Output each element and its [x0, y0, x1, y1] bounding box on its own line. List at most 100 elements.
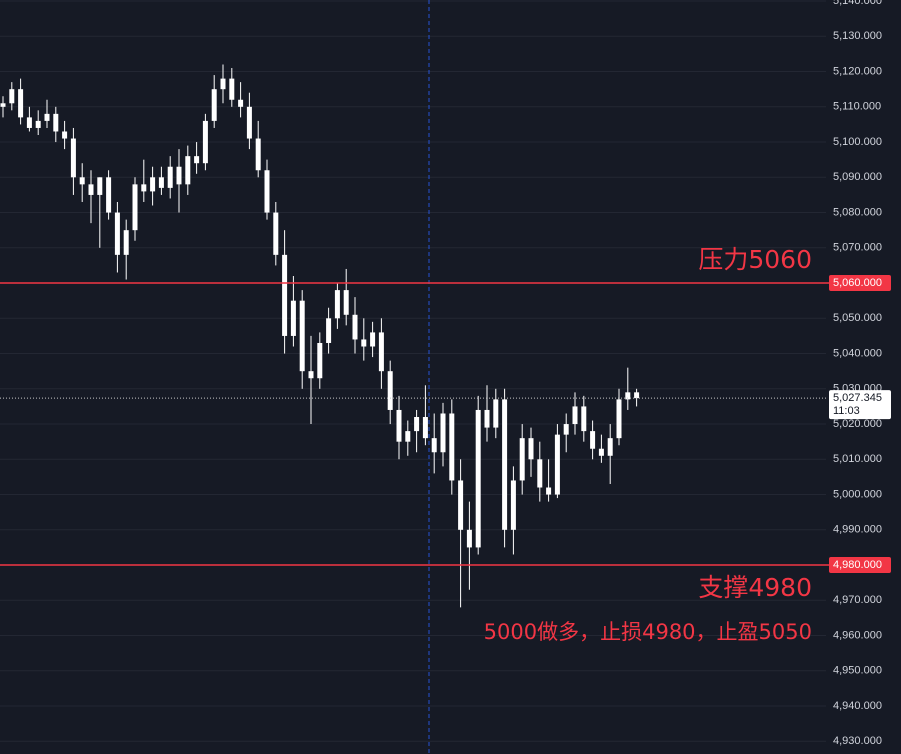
candle-body: [211, 89, 217, 121]
candle-body: [97, 177, 103, 195]
candle-body: [510, 480, 516, 530]
candle-body: [229, 78, 235, 100]
candle-body: [466, 529, 472, 548]
candle-body: [35, 120, 41, 128]
candle-body: [220, 78, 226, 90]
level-price-label: 5,060.000: [833, 277, 882, 289]
last-price-time: 11:03: [833, 405, 860, 417]
y-tick-label: 5,110.000: [833, 101, 881, 113]
candle-body: [141, 184, 147, 192]
candle-body: [414, 417, 420, 432]
candle-body: [176, 166, 182, 185]
candle-body: [264, 170, 270, 213]
y-tick-label: 4,990.000: [833, 524, 882, 536]
candle-body: [502, 399, 508, 530]
candle-body: [361, 339, 367, 347]
y-tick-label: 5,120.000: [833, 65, 882, 77]
candle-body: [150, 177, 156, 192]
level-box: [829, 557, 891, 574]
candle-body: [158, 177, 164, 188]
candle-body: [308, 371, 314, 379]
last-price-box: [829, 390, 891, 420]
candle-body: [484, 409, 490, 428]
candle-body: [255, 138, 261, 171]
y-tick-label: 5,000.000: [833, 488, 882, 500]
candle-body: [563, 424, 569, 435]
y-tick-label: 5,140.000: [833, 0, 882, 7]
last-price-label: 5,027.345: [833, 392, 882, 404]
candle-body: [572, 406, 578, 425]
candles: [0, 64, 640, 608]
candle-body: [537, 459, 543, 488]
y-tick-label: 5,020.000: [833, 418, 882, 430]
candle-body: [317, 342, 323, 379]
level-note: 支撑4980: [698, 573, 812, 602]
candle-body: [9, 89, 15, 104]
candle-body: [616, 399, 622, 439]
candle-body: [475, 409, 481, 548]
candle-body: [449, 413, 455, 481]
candle-body: [62, 131, 68, 139]
candle-body: [106, 177, 112, 213]
y-tick-label: 4,950.000: [833, 665, 882, 677]
candle-body: [581, 406, 587, 432]
candle-body: [431, 438, 437, 453]
candle-body: [352, 314, 358, 340]
candle-body: [70, 138, 76, 178]
candle-body: [546, 487, 552, 495]
candle-body: [554, 434, 560, 495]
candle-body: [378, 332, 384, 372]
candle-body: [185, 156, 191, 185]
candle-body: [114, 212, 120, 255]
candle-body: [493, 399, 499, 428]
candle-body: [290, 300, 296, 336]
candle-body: [405, 431, 411, 442]
candle-body: [194, 156, 200, 164]
candle-body: [167, 166, 173, 188]
y-tick-label: 5,130.000: [833, 30, 882, 42]
candle-body: [343, 290, 349, 315]
y-tick-label: 5,080.000: [833, 206, 882, 218]
y-tick-label: 5,100.000: [833, 136, 882, 148]
candle-body: [440, 413, 446, 453]
y-tick-label: 4,970.000: [833, 594, 882, 606]
y-tick-label: 5,050.000: [833, 312, 882, 324]
y-tick-label: 5,010.000: [833, 453, 882, 465]
candle-body: [458, 480, 464, 530]
y-tick-label: 4,930.000: [833, 735, 882, 747]
candle-body: [590, 431, 596, 449]
candle-body: [598, 448, 604, 456]
candle-body: [123, 230, 129, 255]
y-tick-label: 5,090.000: [833, 171, 882, 183]
candle-body: [238, 99, 244, 107]
level-price-label: 4,980.000: [833, 559, 882, 571]
candle-body: [422, 417, 428, 439]
candle-body: [370, 332, 376, 347]
candle-body: [44, 113, 50, 121]
candle-body: [246, 106, 252, 139]
y-tick-label: 5,040.000: [833, 347, 882, 359]
candle-body: [634, 392, 640, 399]
candle-body: [396, 409, 402, 442]
candle-body: [326, 318, 332, 343]
candle-body: [528, 438, 534, 460]
candle-body: [202, 120, 208, 164]
candle-body: [88, 184, 94, 195]
candle-body: [273, 212, 279, 255]
level-box: [829, 275, 891, 292]
candle-body: [299, 300, 305, 372]
candle-body: [519, 438, 525, 481]
candle-body: [334, 290, 340, 319]
candle-body: [132, 184, 138, 231]
candle-body: [387, 371, 393, 410]
y-tick-label: 4,940.000: [833, 700, 882, 712]
candle-body: [625, 392, 631, 400]
candle-body: [0, 103, 6, 107]
candle-body: [53, 113, 59, 132]
candle-body: [18, 89, 24, 118]
y-tick-label: 4,960.000: [833, 629, 882, 641]
